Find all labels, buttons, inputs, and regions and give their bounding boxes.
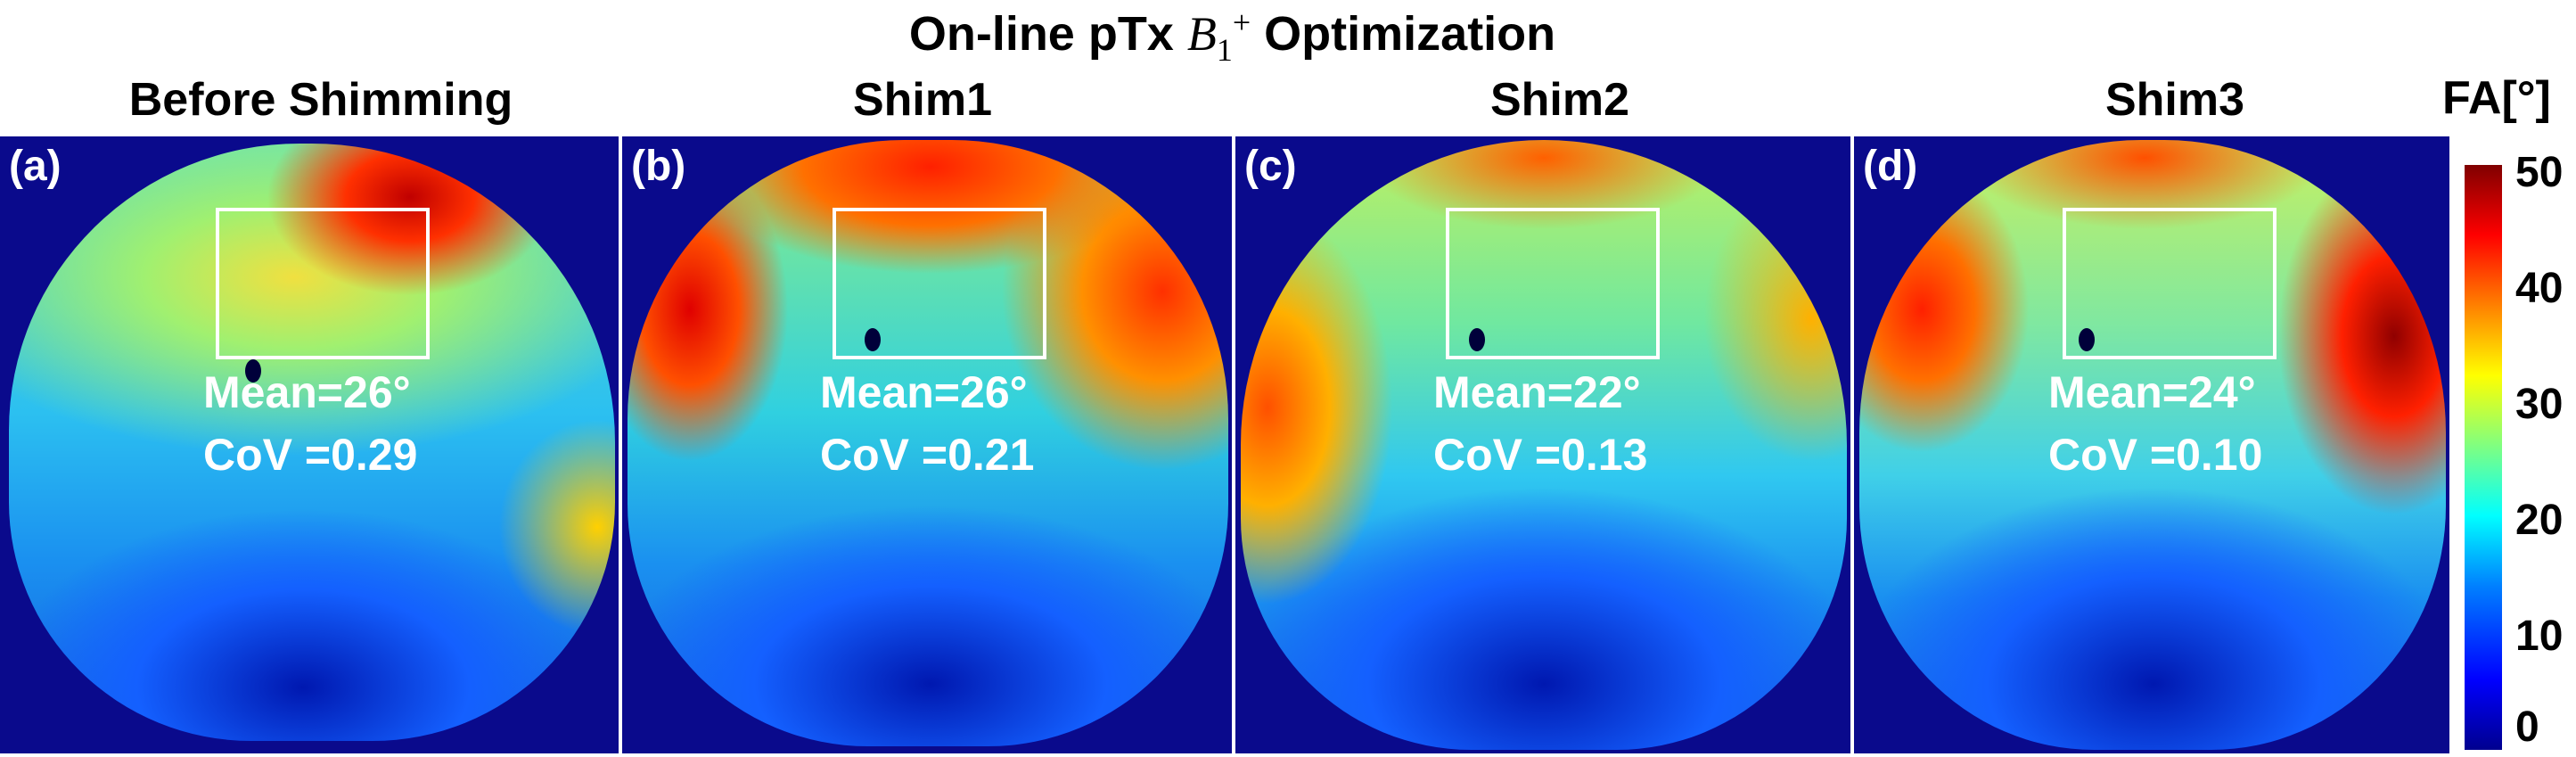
colorbar xyxy=(2465,165,2502,750)
vessel-artifact xyxy=(865,328,881,351)
flip-angle-map xyxy=(628,140,1228,746)
colorbar-tick: 40 xyxy=(2515,265,2564,312)
panel-a-mean: Mean=26° xyxy=(203,367,411,417)
flip-angle-map xyxy=(9,144,615,741)
vessel-artifact xyxy=(2079,328,2095,351)
panel-c-mean: Mean=22° xyxy=(1433,367,1641,417)
roi-box xyxy=(1446,208,1660,359)
colorbar-tick: 20 xyxy=(2515,497,2564,544)
panel-b-label: (b) xyxy=(631,143,686,190)
panel-d-title: Shim3 xyxy=(2104,74,2245,126)
panel-separator xyxy=(1232,136,1235,753)
vessel-artifact xyxy=(1469,328,1485,351)
flip-angle-map xyxy=(1859,140,2446,750)
vessel-artifact xyxy=(245,359,261,383)
colorbar-title: FA[°] xyxy=(2442,72,2551,124)
figure-title: On-line pTx B1+ Optimization xyxy=(908,4,1556,68)
panel-c-label: (c) xyxy=(1244,143,1297,190)
colorbar-tick: 10 xyxy=(2515,613,2564,660)
roi-box xyxy=(2063,208,2277,359)
panel-separator xyxy=(619,136,622,753)
colorbar-tick: 50 xyxy=(2515,149,2564,196)
panel-b-image: (b) Mean=26° CoV =0.21 xyxy=(622,136,1232,753)
panel-separator xyxy=(1850,136,1854,753)
panel-d-image: (d) Mean=24° CoV =0.10 xyxy=(1854,136,2449,753)
panel-a-label: (a) xyxy=(9,143,62,190)
panel-a-title: Before Shimming xyxy=(128,74,513,126)
panel-d-label: (d) xyxy=(1863,143,1918,190)
roi-box xyxy=(216,208,430,359)
panel-b-title: Shim1 xyxy=(852,74,993,126)
panel-c-title: Shim2 xyxy=(1489,74,1630,126)
panel-a-image: (a) Mean=26° CoV =0.29 xyxy=(0,136,619,753)
panel-c-cov: CoV =0.13 xyxy=(1433,430,1648,480)
colorbar-tick: 0 xyxy=(2515,704,2539,751)
colorbar-tick: 30 xyxy=(2515,381,2564,428)
b1-plus-symbol: B1+ xyxy=(1186,4,1251,68)
panel-d-cov: CoV =0.10 xyxy=(2048,430,2263,480)
panel-b-mean: Mean=26° xyxy=(820,367,1028,417)
panel-b-cov: CoV =0.21 xyxy=(820,430,1035,480)
roi-box xyxy=(833,208,1046,359)
panel-c-image: (c) Mean=22° CoV =0.13 xyxy=(1235,136,1850,753)
panel-d-mean: Mean=24° xyxy=(2048,367,2256,417)
flip-angle-map xyxy=(1241,140,1847,750)
panel-a-cov: CoV =0.29 xyxy=(203,430,418,480)
